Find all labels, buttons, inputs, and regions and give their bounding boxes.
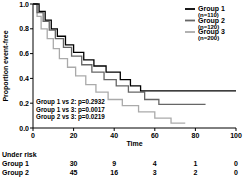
y-tick-label: 0.8 [19,25,29,32]
survival-curve [33,4,185,123]
risk-row-label: Group 1 [2,160,29,168]
x-tick-label: 0 [31,132,35,139]
x-tick [73,128,74,131]
x-tick [154,128,155,131]
survival-curve [33,4,236,91]
y-tick-label: 0.0 [19,125,29,132]
y-tick [30,53,33,54]
plot-area [33,4,236,123]
risk-row-label: Group 2 [2,169,29,177]
y-axis-label: Proportion event-free [2,30,10,101]
x-axis [33,128,236,129]
legend-swatch [185,31,195,33]
y-tick-label: 0.2 [19,100,29,107]
risk-count: 0 [234,169,238,176]
y-tick [30,4,33,5]
x-tick [236,128,237,131]
y-axis [33,4,34,128]
legend-swatch [185,8,195,10]
risk-count: 3 [153,169,157,176]
chart: 0.00.20.40.60.81.0020406080100Proportion… [0,0,245,183]
y-tick [30,78,33,79]
risk-title: Under risk [2,151,37,158]
x-tick-label: 80 [192,132,200,139]
risk-count: 1 [193,160,197,167]
risk-count: 30 [70,160,78,167]
y-tick [30,28,33,29]
legend-swatch [185,20,195,22]
x-tick-label: 20 [70,132,78,139]
y-tick-label: 0.6 [19,50,29,57]
risk-count: 0 [234,160,238,167]
y-tick-label: 1.0 [19,1,29,8]
survival-curve [33,4,206,104]
x-tick-label: 100 [230,132,242,139]
x-axis-label: Time [126,140,142,147]
x-tick-label: 60 [151,132,159,139]
risk-count: 45 [70,169,78,176]
x-tick [195,128,196,131]
y-tick-label: 0.4 [19,75,29,82]
p-value: Group 2 vs 3: p=0.0219 [36,113,105,121]
x-tick [33,128,34,131]
risk-count: 2 [193,169,197,176]
x-tick [114,128,115,131]
y-tick [30,103,33,104]
risk-count: 16 [110,169,118,176]
legend-n: (n=200) [198,35,219,41]
x-tick-label: 40 [110,132,118,139]
risk-count: 9 [112,160,116,167]
risk-count: 4 [153,160,157,167]
